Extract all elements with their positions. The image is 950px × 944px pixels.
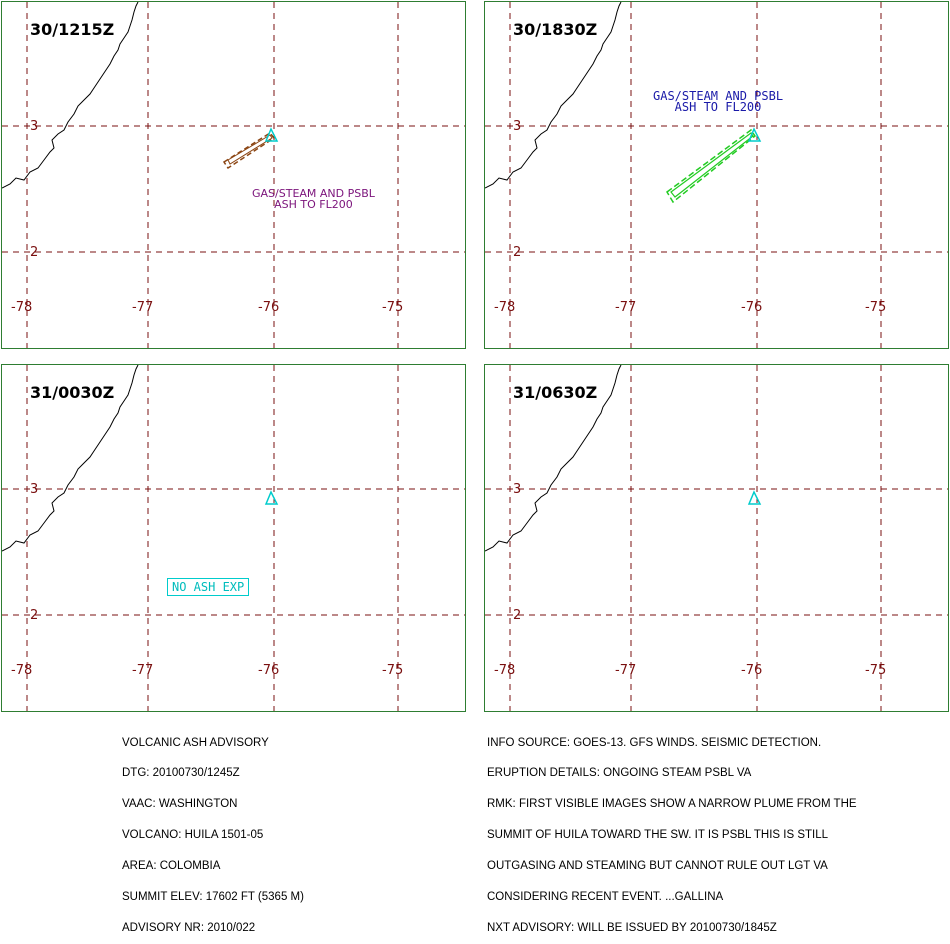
lon-label: -76: [258, 663, 279, 678]
coastline: [485, 2, 622, 189]
coastline: [2, 2, 139, 189]
axis-labels: -78 -77 -76 -75 3 2: [494, 119, 886, 315]
plume-polygon: [222, 132, 276, 170]
lat-label: 3: [30, 482, 38, 497]
volcano-icon: [264, 490, 279, 505]
map-panel-2: -78 -77 -76 -75 3 2 30/1830Z GAS/STEAM AND PS…: [484, 1, 949, 349]
map-canvas: -78 -77 -76 -75 3 2: [485, 365, 948, 711]
plume-polygon-inner: [670, 132, 754, 198]
volcano-triangle: [747, 127, 762, 142]
advisory-line: CONSIDERING RECENT EVENT. ...GALLINA: [487, 891, 724, 904]
map-panel-1: -78 -77 -76 -75 3 2 30/1215Z GAS/STEAM AND PS…: [1, 1, 466, 349]
advisory-header: VOLCANIC ASH ADVISORY DTG: 20100730/1245…: [122, 717, 304, 944]
lon-label: -75: [865, 300, 886, 315]
advisory-line: VOLCANIC ASH ADVISORY: [122, 736, 269, 749]
map-canvas: -78 -77 -76 -75 3 2: [2, 2, 465, 348]
volcano-icon: [747, 490, 762, 505]
axis-labels: -78 -77 -76 -75 3 2: [494, 482, 886, 678]
advisory-line: DTG: 20100730/1245Z: [122, 767, 240, 780]
lon-label: -76: [258, 300, 279, 315]
lon-label: -76: [741, 300, 762, 315]
ash-note-line-2: ASH TO FL200: [274, 198, 353, 211]
volcano-icon: [264, 127, 279, 142]
advisory-line: AREA: COLOMBIA: [122, 860, 221, 873]
lon-label: -78: [11, 300, 32, 315]
advisory-line: SUMMIT ELEV: 17602 FT (5365 M): [122, 891, 304, 904]
ash-note: GAS/STEAM AND PSBL ASH TO FL200: [252, 188, 375, 210]
lon-label: -76: [741, 663, 762, 678]
lat-label: 3: [30, 119, 38, 134]
coastline-path: [2, 365, 139, 552]
panel-time: 30/1215Z: [30, 20, 115, 39]
lon-label: -78: [11, 663, 32, 678]
ash-note-line-2: ASH TO FL200: [674, 100, 762, 114]
grid-lines: [2, 2, 465, 348]
advisory-line: OUTGASING AND STEAMING BUT CANNOT RULE O…: [487, 860, 828, 873]
volcano-triangle: [747, 490, 762, 505]
grid-lines: [2, 365, 465, 711]
axis-labels: -78 -77 -76 -75 3 2: [11, 482, 403, 678]
no-ash-box: NO ASH EXP: [167, 578, 250, 596]
lat-label: 3: [513, 482, 521, 497]
axis-labels: -78 -77 -76 -75 3 2: [11, 119, 403, 315]
lon-label: -77: [132, 300, 153, 315]
lat-label: 2: [513, 245, 521, 260]
lon-label: -78: [494, 300, 515, 315]
map-canvas: -78 -77 -76 -75 3 2: [485, 2, 948, 348]
panel-time: 31/0030Z: [30, 383, 115, 402]
coastline: [2, 365, 139, 552]
lon-label: -77: [615, 663, 636, 678]
ash-note: GAS/STEAM AND PSBL ASH TO FL200: [653, 89, 784, 114]
lon-label: -77: [615, 300, 636, 315]
volcano-triangle: [264, 490, 279, 505]
advisory-line: ERUPTION DETAILS: ONGOING STEAM PSBL VA: [487, 767, 752, 780]
lon-label: -75: [865, 663, 886, 678]
lon-label: -78: [494, 663, 515, 678]
map-panel-4: -78 -77 -76 -75 3 2 31/0630Z: [484, 364, 949, 712]
map-panel-3: -78 -77 -76 -75 3 2 31/0030Z NO ASH EXP: [1, 364, 466, 712]
lat-label: 3: [513, 119, 521, 134]
lat-label: 2: [513, 608, 521, 623]
ash-note-line-1: GAS/STEAM AND PSBL: [653, 89, 784, 103]
grid-lines: [485, 2, 948, 348]
panel-time: 30/1830Z: [513, 20, 598, 39]
grid-lines: [485, 365, 948, 711]
advisory-line: ADVISORY NR: 2010/022: [122, 921, 256, 934]
advisory-line: VOLCANO: HUILA 1501-05: [122, 829, 264, 842]
lon-label: -75: [382, 300, 403, 315]
lon-label: -75: [382, 663, 403, 678]
lat-label: 2: [30, 245, 38, 260]
advisory-line: NXT ADVISORY: WILL BE ISSUED BY 20100730…: [487, 921, 777, 934]
plume-polygon: [666, 128, 757, 204]
ash-note-line-1: GAS/STEAM AND PSBL: [252, 187, 375, 200]
plume-polygon-inner: [227, 134, 273, 165]
coastline-path: [485, 365, 622, 552]
map-canvas: -78 -77 -76 -75 3 2: [2, 365, 465, 711]
volcano-icon: [747, 127, 762, 142]
lon-label: -77: [132, 663, 153, 678]
advisory-line: VAAC: WASHINGTON: [122, 798, 238, 811]
advisory-line: SUMMIT OF HUILA TOWARD THE SW. IT IS PSB…: [487, 829, 829, 842]
volcano-triangle: [264, 127, 279, 142]
lat-label: 2: [30, 608, 38, 623]
panel-time: 31/0630Z: [513, 383, 598, 402]
coastline: [485, 365, 622, 552]
advisory-remarks: INFO SOURCE: GOES-13. GFS WINDS. SEISMIC…: [487, 717, 857, 944]
advisory-line: RMK: FIRST VISIBLE IMAGES SHOW A NARROW …: [487, 798, 857, 811]
coastline-path: [2, 2, 139, 189]
coastline-path: [485, 2, 622, 189]
advisory-line: INFO SOURCE: GOES-13. GFS WINDS. SEISMIC…: [487, 736, 822, 749]
